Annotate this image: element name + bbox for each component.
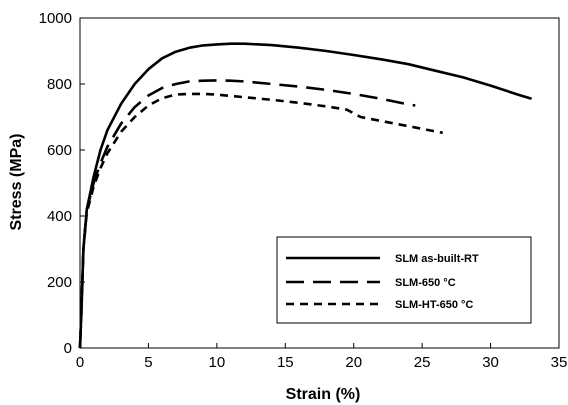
x-tick-label: 35 (551, 354, 568, 371)
x-tick-label: 5 (144, 354, 152, 371)
series-line-1 (78, 42, 532, 349)
x-tick-label: 25 (414, 354, 431, 371)
x-tick-label: 20 (345, 354, 362, 371)
x-tick-label: 0 (76, 354, 84, 371)
legend-label-2: SLM-650 °C (395, 277, 456, 289)
legend: SLM as-built-RT SLM-650 °C SLM-HT-650 °C (276, 236, 532, 324)
x-axis-title: Strain (%) (286, 386, 361, 403)
y-tick-label: 200 (47, 274, 72, 291)
y-axis-ticks: 0 200 400 600 800 1000 (39, 10, 85, 357)
x-axis-ticks: 0 5 10 15 20 25 30 35 (76, 343, 568, 371)
plot-frame (79, 17, 560, 349)
legend-box (276, 236, 532, 324)
x-tick-label: 15 (277, 354, 294, 371)
series-line-2 (78, 79, 416, 349)
y-tick-label: 400 (47, 208, 72, 225)
y-tick-label: 600 (47, 142, 72, 159)
series-line-3 (78, 92, 443, 349)
legend-label-1: SLM as-built-RT (395, 253, 479, 265)
plot-area (79, 17, 560, 349)
series-layer (78, 42, 532, 349)
y-tick-label: 0 (64, 340, 72, 357)
y-axis-title: Stress (MPa) (8, 134, 25, 231)
x-tick-label: 30 (482, 354, 499, 371)
legend-label-3: SLM-HT-650 °C (395, 299, 473, 311)
x-tick-label: 10 (209, 354, 226, 371)
y-tick-label: 800 (47, 76, 72, 93)
y-tick-label: 1000 (39, 10, 72, 27)
